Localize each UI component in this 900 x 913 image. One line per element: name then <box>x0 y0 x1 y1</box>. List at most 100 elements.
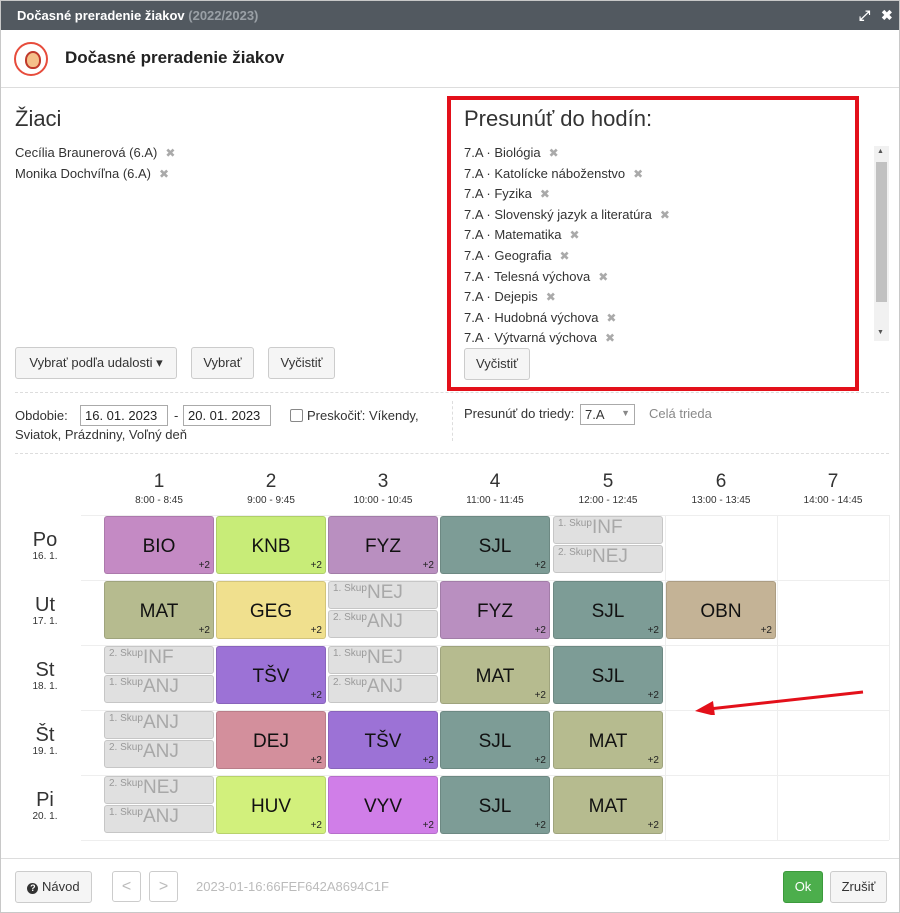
lesson-cell[interactable]: TŠV +2 <box>216 646 326 704</box>
highlight-box <box>447 96 859 391</box>
lesson-extra-count: +2 <box>760 625 772 636</box>
maximize-icon[interactable]: ⤢ <box>859 7 871 23</box>
day-name: Po <box>32 529 58 551</box>
lesson-cell[interactable]: FYZ +2 <box>440 581 550 639</box>
day-date: 16. 1. <box>32 551 58 562</box>
remove-icon[interactable]: ✖ <box>604 331 616 346</box>
next-button[interactable]: > <box>149 871 178 902</box>
lesson-cell[interactable]: OBN +2 <box>666 581 776 639</box>
lesson-subject: MAT <box>588 796 628 817</box>
period-number: 7 <box>827 471 839 492</box>
close-icon[interactable]: ✖ <box>881 7 893 23</box>
day-label: Št 19. 1. <box>15 724 75 757</box>
remove-icon[interactable]: ✖ <box>545 290 556 305</box>
lesson-cell[interactable]: VYV +2 <box>328 776 438 834</box>
period-time: 9:00 - 9:45 <box>247 495 295 506</box>
help-button[interactable]: ? Návod <box>15 871 92 903</box>
day-date: 18. 1. <box>32 681 58 692</box>
group-label: 2. Skup <box>109 778 143 789</box>
remove-icon[interactable]: ✖ <box>569 228 580 243</box>
lesson-cell[interactable]: HUV +2 <box>216 776 326 834</box>
group-lesson-cell[interactable]: 2. Skup ANJ <box>104 740 214 768</box>
day-label: Pi 20. 1. <box>15 789 75 822</box>
clear-lessons-button[interactable]: Vyčistiť <box>464 348 530 380</box>
date-from-input[interactable]: 16. 01. 2023 <box>80 405 168 426</box>
lesson-extra-count: +2 <box>534 755 546 766</box>
group-lesson-cell[interactable]: 1. Skup INF <box>553 516 663 544</box>
lesson-subject: SJL <box>478 731 512 752</box>
lesson-subject: FYZ <box>477 601 513 622</box>
scroll-down-icon[interactable]: ▼ <box>877 329 884 336</box>
target-lesson-item: 7.A · Hudobná výchova ✖ <box>464 310 616 325</box>
lesson-cell[interactable]: DEJ +2 <box>216 711 326 769</box>
grid-line <box>81 580 889 581</box>
group-lesson-cell[interactable]: 1. Skup ANJ <box>104 805 214 833</box>
move-to-lessons-heading: Presunúť do hodín: <box>464 106 653 131</box>
date-to-input[interactable]: 20. 01. 2023 <box>183 405 271 426</box>
group-lesson-cell[interactable]: 1. Skup NEJ <box>328 646 438 674</box>
period-time: 14:00 - 14:45 <box>803 495 863 506</box>
lesson-cell[interactable]: MAT +2 <box>553 776 663 834</box>
group-label: 1. Skup <box>109 677 143 688</box>
lesson-cell[interactable]: KNB +2 <box>216 516 326 574</box>
scroll-up-icon[interactable]: ▲ <box>877 148 884 155</box>
remove-icon[interactable]: ✖ <box>659 207 670 222</box>
skip-checkbox[interactable] <box>290 409 303 422</box>
whole-class-link[interactable]: Celá trieda <box>649 406 712 421</box>
choose-button[interactable]: Vybrať <box>191 347 254 379</box>
lesson-cell[interactable]: TŠV +2 <box>328 711 438 769</box>
period-header: 2 9:00 - 9:45 <box>215 471 327 506</box>
remove-icon[interactable]: ✖ <box>633 166 644 181</box>
day-date: 19. 1. <box>32 746 58 757</box>
scrollbar[interactable]: ▲ ▼ <box>874 146 889 341</box>
group-label: 2. Skup <box>109 742 143 753</box>
remove-icon[interactable]: ✖ <box>159 167 170 181</box>
lesson-cell[interactable]: SJL +2 <box>440 516 550 574</box>
remove-icon[interactable]: ✖ <box>559 249 570 263</box>
lesson-cell[interactable]: SJL +2 <box>553 581 663 639</box>
ok-button[interactable]: Ok <box>783 871 823 903</box>
lesson-cell[interactable]: GEG +2 <box>216 581 326 639</box>
group-lesson-cell[interactable]: 2. Skup ANJ <box>328 610 438 638</box>
period-number: 3 <box>377 471 389 492</box>
remove-icon[interactable]: ✖ <box>606 310 617 325</box>
lesson-extra-count: +2 <box>422 755 434 766</box>
period-time: 8:00 - 8:45 <box>135 495 183 506</box>
lesson-cell[interactable]: BIO +2 <box>104 516 214 574</box>
clear-students-button[interactable]: Vyčistiť <box>268 347 335 379</box>
group-lesson-cell[interactable]: 2. Skup INF <box>104 646 214 674</box>
group-lesson-cell[interactable]: 1. Skup ANJ <box>104 675 214 703</box>
lesson-cell[interactable]: MAT +2 <box>440 646 550 704</box>
cancel-button[interactable]: Zrušiť <box>830 871 887 903</box>
remove-icon[interactable]: ✖ <box>548 146 559 160</box>
scrollbar-thumb[interactable] <box>876 162 887 302</box>
period-header: 6 13:00 - 13:45 <box>665 471 777 506</box>
remove-icon[interactable]: ✖ <box>165 146 176 160</box>
lesson-cell[interactable]: SJL +2 <box>553 646 663 704</box>
lesson-extra-count: +2 <box>310 690 322 701</box>
lesson-cell[interactable]: MAT +2 <box>104 581 214 639</box>
lesson-cell[interactable]: MAT +2 <box>553 711 663 769</box>
target-lesson-name: 7.A · Výtvarná výchova <box>464 330 597 346</box>
lesson-subject: SJL <box>478 796 512 817</box>
red-arrow-annotation <box>695 690 864 715</box>
choose-by-event-button[interactable]: Vybrať podľa udalosti ▾ <box>15 347 177 379</box>
group-lesson-cell[interactable]: 1. Skup ANJ <box>104 711 214 739</box>
lesson-cell[interactable]: SJL +2 <box>440 711 550 769</box>
lesson-subject: NEJ <box>367 647 403 668</box>
class-select[interactable]: 7.A ▼ <box>580 404 635 425</box>
lesson-cell[interactable]: FYZ +2 <box>328 516 438 574</box>
lesson-cell[interactable]: SJL +2 <box>440 776 550 834</box>
lesson-subject: VYV <box>363 796 403 817</box>
target-lesson-item: 7.A · Telesná výchova ✖ <box>464 269 608 284</box>
remove-icon[interactable]: ✖ <box>539 187 550 202</box>
group-lesson-cell[interactable]: 2. Skup ANJ <box>328 675 438 703</box>
lesson-subject: NEJ <box>592 546 628 567</box>
group-lesson-cell[interactable]: 2. Skup NEJ <box>104 776 214 804</box>
group-lesson-cell[interactable]: 2. Skup NEJ <box>553 545 663 573</box>
grid-line <box>889 515 890 840</box>
lesson-extra-count: +2 <box>310 625 322 636</box>
prev-button[interactable]: < <box>112 871 141 902</box>
group-lesson-cell[interactable]: 1. Skup NEJ <box>328 581 438 609</box>
remove-icon[interactable]: ✖ <box>598 269 609 284</box>
